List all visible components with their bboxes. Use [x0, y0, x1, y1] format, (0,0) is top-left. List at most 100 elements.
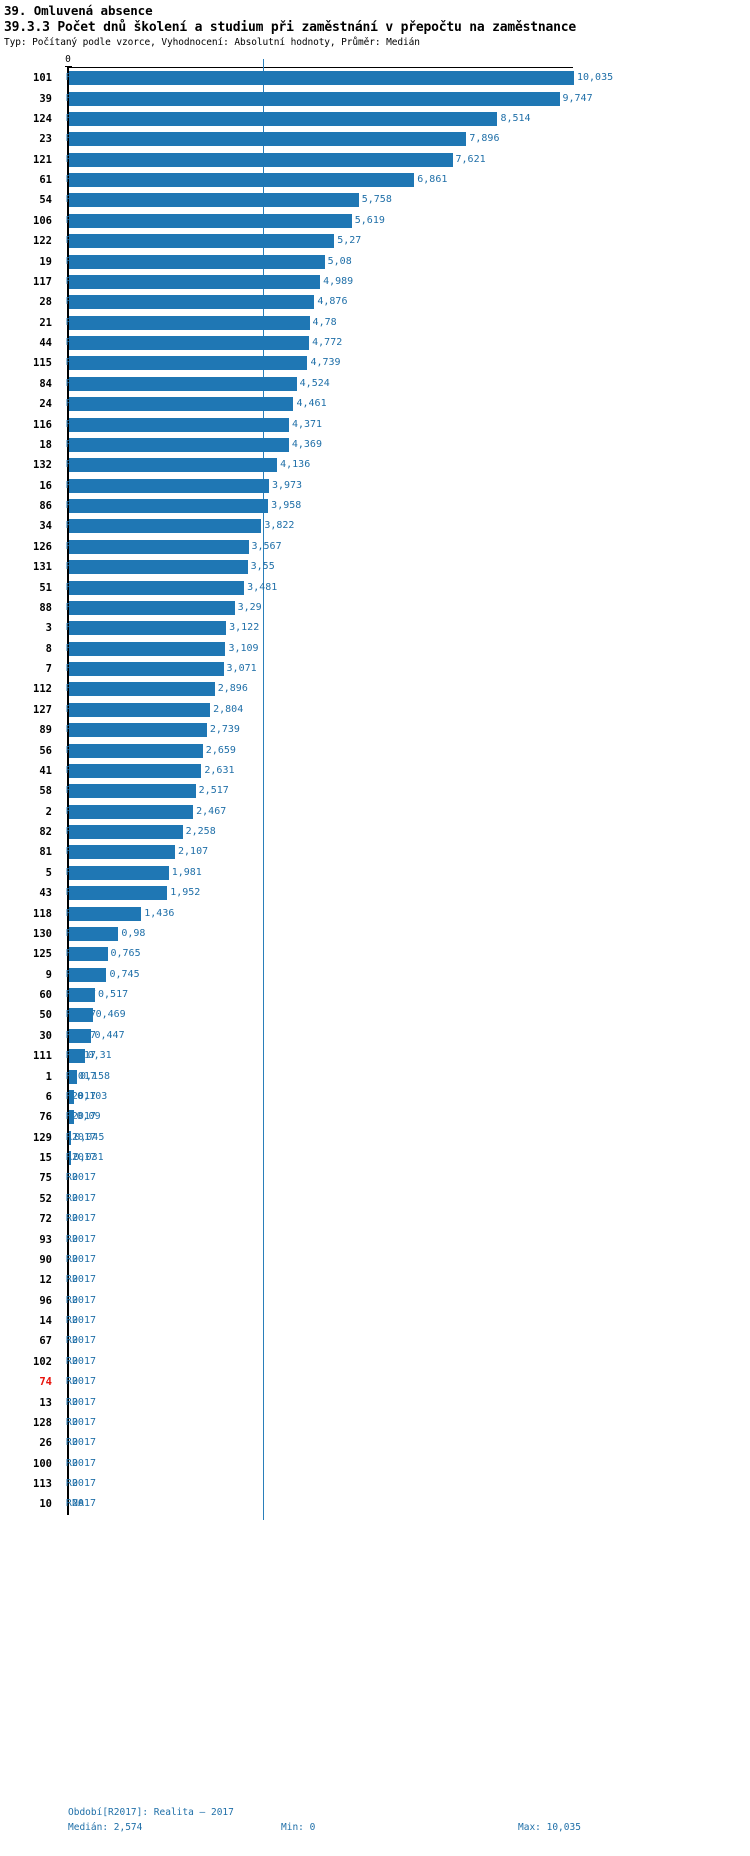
table-row[interactable]: 3R20173,122 [0, 618, 750, 638]
table-row[interactable]: 129 R2017 0,045 [0, 1128, 750, 1148]
table-row[interactable]: 28R20174,876 [0, 292, 750, 312]
table-row[interactable]: 122R20175,27 [0, 231, 750, 251]
bar[interactable] [69, 825, 183, 840]
bar[interactable] [69, 111, 498, 126]
table-row[interactable]: 24R20174,461 [0, 394, 750, 414]
table-row[interactable]: 130R20170,98 [0, 924, 750, 944]
table-row[interactable]: 89R20172,739 [0, 720, 750, 740]
table-row[interactable]: 112R20172,896 [0, 679, 750, 699]
table-row[interactable]: 96 R2017 0 [0, 1291, 750, 1311]
table-row[interactable]: 43R20171,952 [0, 883, 750, 903]
bar[interactable] [69, 539, 249, 554]
table-row[interactable]: 7R20173,071 [0, 659, 750, 679]
bar[interactable] [69, 499, 269, 514]
bar[interactable] [69, 397, 294, 412]
table-row[interactable]: 93 R2017 0 [0, 1229, 750, 1249]
table-row[interactable]: 131R20173,55 [0, 557, 750, 577]
table-row[interactable]: 50R20170,469 [0, 1005, 750, 1025]
table-row[interactable]: 126R20173,567 [0, 537, 750, 557]
table-row[interactable]: 39R20179,747 [0, 88, 750, 108]
table-row[interactable]: 61R20176,861 [0, 170, 750, 190]
table-row[interactable]: 100 R2017 0 [0, 1454, 750, 1474]
table-row[interactable]: 121R20177,621 [0, 150, 750, 170]
bar[interactable] [69, 804, 194, 819]
table-row[interactable]: 52 R2017 0 [0, 1189, 750, 1209]
table-row[interactable]: 1 R2017 0,158 [0, 1066, 750, 1086]
bar[interactable] [69, 967, 107, 982]
bar[interactable] [69, 458, 278, 473]
bar[interactable] [69, 988, 96, 1003]
bar[interactable] [69, 376, 297, 391]
table-row[interactable]: 67 R2017 0 [0, 1331, 750, 1351]
table-row[interactable]: 125R20170,765 [0, 944, 750, 964]
table-row[interactable]: 101R201710,035 [0, 68, 750, 88]
bar[interactable] [69, 71, 574, 86]
bar[interactable] [69, 926, 119, 941]
bar[interactable] [69, 336, 310, 351]
bar[interactable] [69, 723, 207, 738]
table-row[interactable]: 102 R2017 0 [0, 1352, 750, 1372]
table-row[interactable]: 81R20172,107 [0, 842, 750, 862]
table-row[interactable]: 116R20174,371 [0, 414, 750, 434]
table-row[interactable]: 132R20174,136 [0, 455, 750, 475]
bar[interactable] [69, 1089, 75, 1104]
bar[interactable] [69, 1130, 72, 1145]
table-row[interactable]: 16R20173,973 [0, 476, 750, 496]
bar[interactable] [69, 845, 176, 860]
table-row[interactable]: 15 R2017 0,031 [0, 1148, 750, 1168]
table-row[interactable]: 76 R2017 0,09 [0, 1107, 750, 1127]
bar[interactable] [69, 1049, 85, 1064]
table-row[interactable]: 113 R2017 0 [0, 1474, 750, 1494]
bar[interactable] [69, 865, 169, 880]
table-row[interactable]: 10 R2017 NA [0, 1494, 750, 1514]
table-row[interactable]: 74 R2017 0 [0, 1372, 750, 1392]
table-row[interactable]: 82R20172,258 [0, 822, 750, 842]
table-row[interactable]: 128 R2017 0 [0, 1413, 750, 1433]
table-row[interactable]: 58R20172,517 [0, 781, 750, 801]
bar[interactable] [69, 1110, 74, 1125]
bar[interactable] [69, 580, 245, 595]
bar[interactable] [69, 234, 335, 249]
bar[interactable] [69, 254, 325, 269]
table-row[interactable]: 60R20170,517 [0, 985, 750, 1005]
table-row[interactable]: 75 R2017 0 [0, 1168, 750, 1188]
bar[interactable] [69, 519, 262, 534]
bar[interactable] [69, 682, 215, 697]
table-row[interactable]: 56R20172,659 [0, 740, 750, 760]
bar[interactable] [69, 886, 168, 901]
table-row[interactable]: 26 R2017 0 [0, 1433, 750, 1453]
bar[interactable] [69, 132, 467, 147]
bar[interactable] [69, 193, 359, 208]
bar[interactable] [69, 274, 321, 289]
table-row[interactable]: 72 R2017 0 [0, 1209, 750, 1229]
bar[interactable] [69, 1028, 92, 1043]
table-row[interactable]: 127R20172,804 [0, 700, 750, 720]
bar[interactable] [69, 315, 310, 330]
table-row[interactable]: 111R20170,31 [0, 1046, 750, 1066]
bar[interactable] [69, 763, 202, 778]
bar[interactable] [69, 295, 315, 310]
table-row[interactable]: 44R20174,772 [0, 333, 750, 353]
table-row[interactable]: 88R20173,29 [0, 598, 750, 618]
table-row[interactable]: 84R20174,524 [0, 374, 750, 394]
table-row[interactable]: 124R20178,514 [0, 109, 750, 129]
table-row[interactable]: 30R20170,447 [0, 1026, 750, 1046]
table-row[interactable]: 23R20177,896 [0, 129, 750, 149]
table-row[interactable]: 12 R2017 0 [0, 1270, 750, 1290]
bar[interactable] [69, 600, 235, 615]
table-row[interactable]: 90 R2017 0 [0, 1250, 750, 1270]
table-row[interactable]: 19R20175,08 [0, 251, 750, 271]
bar[interactable] [69, 743, 203, 758]
table-row[interactable]: 21R20174,78 [0, 313, 750, 333]
bar[interactable] [69, 662, 224, 677]
table-row[interactable]: 115R20174,739 [0, 353, 750, 373]
bar[interactable] [69, 906, 142, 921]
bar[interactable] [69, 1069, 77, 1084]
bar[interactable] [69, 437, 289, 452]
table-row[interactable]: 34R20173,822 [0, 516, 750, 536]
bar[interactable] [69, 91, 560, 106]
table-row[interactable]: 18R20174,369 [0, 435, 750, 455]
bar[interactable] [69, 702, 211, 717]
bar[interactable] [69, 356, 308, 371]
